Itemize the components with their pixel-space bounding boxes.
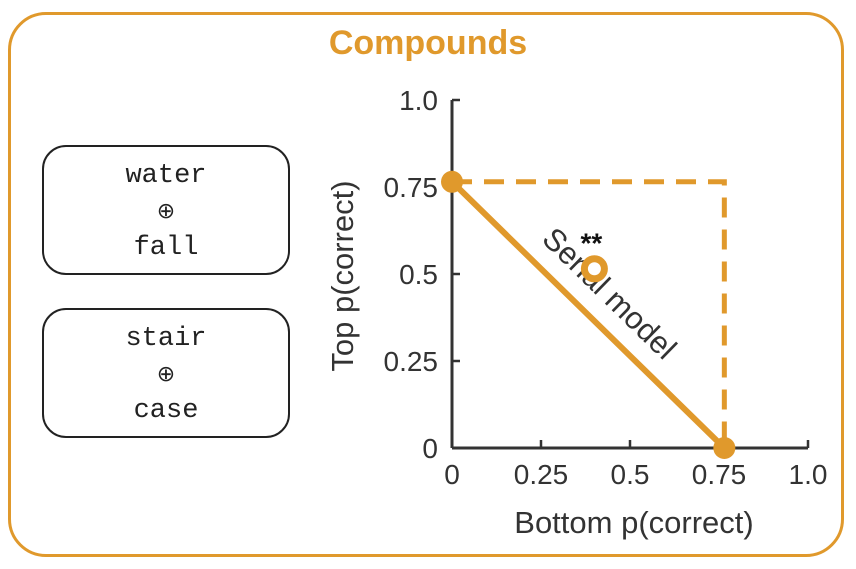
x-tick-label: 0.75 — [692, 459, 747, 490]
serial-model-label: Serial model — [536, 221, 684, 366]
y-axis-label: Top p(correct) — [325, 180, 360, 371]
y-tick-label: 0.25 — [384, 346, 439, 377]
x-tick-label: 0.25 — [514, 459, 569, 490]
x-axis-label: Bottom p(correct) — [514, 505, 753, 540]
card-top-word: water — [125, 161, 207, 191]
y-tick-label: 1.0 — [399, 85, 438, 116]
y-tick-label: 0.5 — [399, 259, 438, 290]
compound-card-stair-case: stair ⊕ case — [42, 308, 290, 438]
card-bottom-word: case — [133, 396, 199, 426]
card-bottom-word: fall — [133, 233, 199, 263]
x-tick-label: 0 — [444, 459, 460, 490]
significance-annotation: ** — [581, 227, 603, 258]
x-tick-label: 1.0 — [789, 459, 828, 490]
compound-plus-icon: ⊕ — [156, 199, 176, 224]
serial-model-line — [449, 179, 727, 451]
figure-title: Compounds — [328, 24, 528, 62]
card-top-word: stair — [125, 324, 207, 354]
y-tick-label: 0.75 — [384, 172, 439, 203]
x-tick-label: 0.5 — [611, 459, 650, 490]
endpoint-marker — [713, 437, 736, 459]
parallel-bound-line — [452, 179, 727, 448]
endpoint-marker — [441, 170, 463, 193]
compound-card-water-fall: water ⊕ fall — [42, 145, 290, 275]
compound-plus-icon: ⊕ — [156, 362, 176, 387]
figure-frame — [8, 12, 844, 557]
y-tick-label: 0 — [422, 433, 438, 464]
observed-point — [580, 255, 608, 283]
